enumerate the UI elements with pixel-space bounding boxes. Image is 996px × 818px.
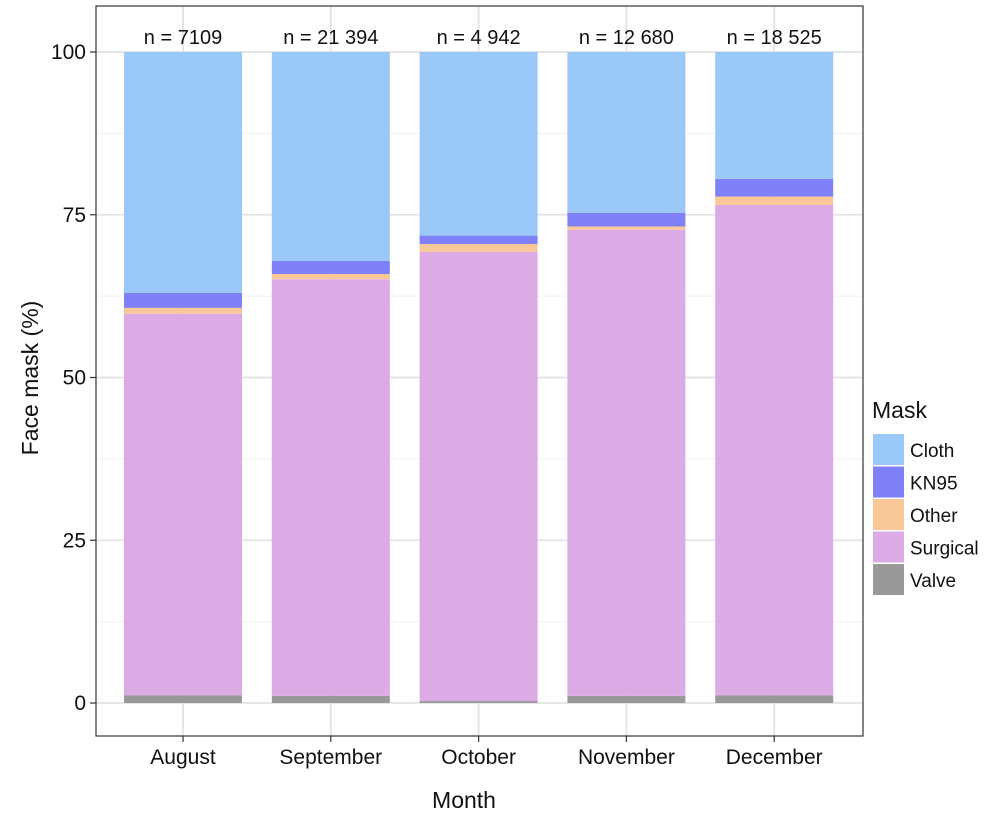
bar-count-label-august: n = 7109 — [144, 27, 222, 49]
bar-december-other — [715, 196, 834, 205]
legend-swatch-other — [873, 499, 904, 530]
x-tick-label-november: November — [578, 746, 675, 769]
legend-swatch-kn95 — [873, 466, 904, 498]
legend-label-valve: Valve — [910, 571, 956, 592]
y-tick-label: 25 — [63, 529, 86, 552]
bar-count-label-november: n = 12 680 — [579, 27, 674, 49]
bar-october-surgical — [419, 251, 538, 702]
bar-december-valve — [715, 695, 834, 703]
bar-november-cloth — [567, 52, 686, 213]
bars — [124, 52, 834, 703]
legend-label-kn95: KN95 — [910, 474, 958, 495]
bar-october-valve — [419, 701, 538, 703]
bar-count-label-september: n = 21 394 — [283, 27, 378, 49]
x-tick-label-august: August — [150, 746, 216, 769]
bar-november-valve — [567, 695, 686, 703]
y-tick-label: 100 — [51, 41, 86, 64]
y-tick-label: 75 — [63, 204, 86, 227]
bar-december-surgical — [715, 204, 834, 696]
bar-august-surgical — [124, 313, 242, 696]
x-tick-label-september: September — [279, 746, 382, 769]
bar-count-label-october: n = 4 942 — [437, 27, 521, 49]
legend-label-surgical: Surgical — [910, 539, 979, 560]
bar-count-label-december: n = 18 525 — [727, 27, 822, 49]
bar-september-cloth — [271, 52, 390, 261]
legend-swatch-surgical — [873, 531, 904, 563]
bar-september-other — [271, 273, 390, 280]
legend-label-cloth: Cloth — [910, 441, 954, 462]
x-axis-title: Month — [432, 787, 496, 813]
legend-swatch-cloth — [873, 434, 904, 465]
y-tick-label: 0 — [74, 692, 86, 715]
bar-october-kn95 — [419, 235, 538, 245]
bar-november-other — [567, 226, 686, 230]
x-tick-label-december: December — [726, 746, 823, 769]
bar-december-kn95 — [715, 178, 834, 197]
bar-december-cloth — [715, 52, 834, 179]
bar-october-cloth — [419, 52, 538, 236]
legend-title: Mask — [872, 397, 927, 423]
bar-august-valve — [124, 695, 242, 703]
plot-panel-border — [95, 5, 864, 737]
bar-august-other — [124, 307, 242, 314]
bar-october-other — [419, 244, 538, 252]
bar-september-valve — [271, 695, 390, 703]
legend: Mask Cloth KN95 Other Surgical Valve — [872, 397, 979, 595]
x-tick-label-october: October — [441, 746, 516, 769]
bar-september-kn95 — [271, 260, 390, 274]
bar-november-surgical — [567, 229, 686, 696]
y-tick-label: 50 — [63, 367, 86, 390]
bar-september-surgical — [271, 279, 390, 696]
bar-november-kn95 — [567, 212, 686, 227]
bar-count-labels: n = 7109 n = 21 394 n = 4 942 n = 12 680 n =… — [144, 27, 822, 49]
bar-august-kn95 — [124, 292, 242, 308]
bar-august-cloth — [124, 52, 242, 293]
axes: 0 25 50 75 100 August September October November… — [51, 41, 823, 769]
legend-swatch-valve — [873, 564, 904, 595]
legend-label-other: Other — [910, 506, 958, 527]
y-axis-title: Face mask (%) — [17, 301, 43, 456]
